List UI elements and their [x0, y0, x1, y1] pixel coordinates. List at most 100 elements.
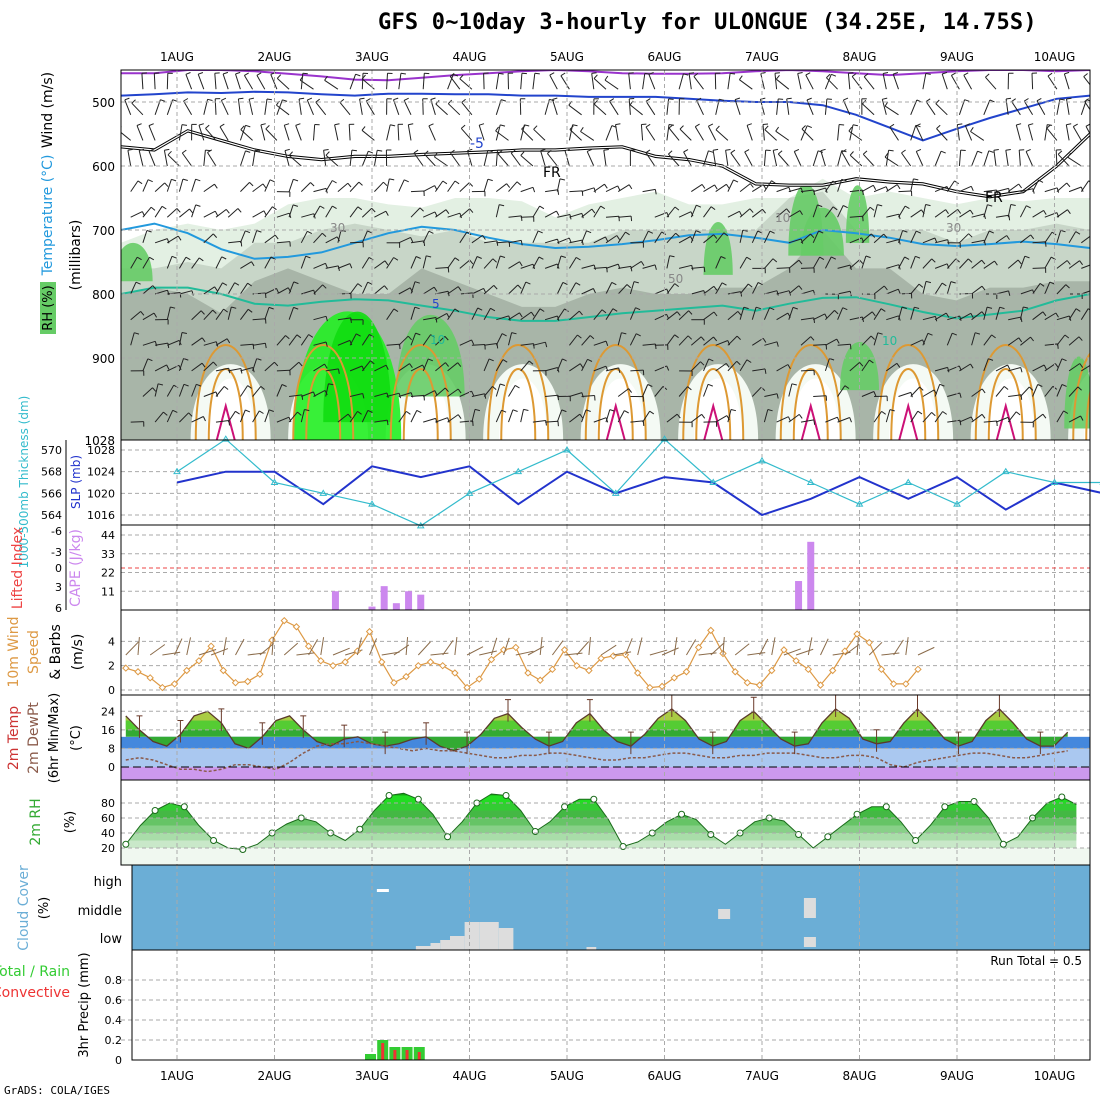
wind-speed-point	[451, 669, 459, 677]
wind-barb	[374, 260, 386, 269]
wind-barb-flag	[786, 208, 791, 214]
wind-barb	[668, 127, 680, 141]
wind-barb	[434, 180, 444, 192]
wind-barb	[715, 362, 727, 372]
wind-speed-point	[597, 654, 605, 663]
wind-barb	[252, 358, 258, 372]
wind-barb-flag	[471, 390, 475, 396]
wind-barb	[678, 211, 692, 218]
wind-barb	[349, 333, 357, 346]
wind-barb-flag	[730, 72, 736, 75]
wind-barb-flag	[171, 178, 177, 182]
wind-barb	[775, 130, 790, 141]
wind-barb	[971, 388, 983, 397]
wind-barb	[276, 384, 283, 397]
wind-barb-flag	[393, 97, 399, 101]
wind-barb	[215, 70, 216, 71]
wind-barb	[751, 386, 762, 397]
wind-barb	[264, 307, 270, 320]
wind-barb	[178, 178, 184, 192]
wind-barb	[1007, 337, 1020, 346]
wind-barb	[971, 239, 985, 244]
wind-barb	[873, 204, 878, 218]
wind-barb-flag	[1064, 334, 1070, 339]
temp-contour-orange	[890, 368, 927, 440]
wind-barb-flag	[1066, 182, 1071, 188]
wind-barb-flag	[794, 148, 800, 152]
wind-barb	[508, 284, 519, 295]
wind-barb	[496, 70, 497, 71]
wind-barb-flag	[674, 334, 679, 339]
wind-barb	[142, 312, 155, 321]
wind-barb-flag	[281, 384, 287, 387]
slp-tick-label: 1028	[87, 444, 115, 457]
wind-barb	[593, 309, 603, 321]
wind-barb-flag	[562, 358, 568, 362]
wind-barb	[788, 70, 789, 71]
wind-axis-title: Wind (m/s)	[40, 72, 56, 148]
wind-barb-flag	[605, 340, 609, 346]
wind-barb	[763, 230, 771, 244]
wind-barb-flag	[1005, 53, 1010, 54]
wind-barb	[1068, 260, 1080, 269]
wind-barb	[935, 70, 936, 71]
wind-barb-flag	[695, 230, 701, 233]
wind-barb	[922, 237, 936, 244]
wind-barb	[413, 152, 424, 167]
wind-barb-flag	[593, 74, 598, 79]
wind-barb	[495, 333, 503, 346]
rh-point	[853, 810, 861, 818]
wind-barb	[410, 332, 417, 346]
wind-barb-flag	[249, 182, 254, 187]
wind-barb	[288, 307, 294, 320]
wind-barb-flag	[767, 409, 773, 412]
date-label-bottom: 10AUG	[1034, 1069, 1076, 1083]
wind-barb	[179, 290, 193, 295]
thickness-line	[176, 438, 1100, 527]
wind-barb-flag	[744, 149, 750, 153]
wind-barb	[471, 344, 485, 346]
wind-barb-flag	[900, 54, 905, 55]
wind-barb	[703, 311, 715, 321]
wind-barb	[1072, 126, 1082, 141]
wind-barb	[710, 642, 725, 656]
wind-barb	[910, 283, 920, 295]
slp-tick-label: 1016	[87, 509, 115, 522]
wind-barb	[552, 99, 558, 115]
wind-barb-flag	[293, 306, 299, 310]
wind-barb-flag	[1018, 183, 1023, 189]
wind-speed-point	[646, 683, 654, 692]
wind-barb-flag	[1065, 284, 1070, 289]
wind-barb-flag	[897, 289, 901, 294]
wind-barb	[264, 409, 270, 423]
contour-label: -5	[470, 136, 484, 152]
wind-barb-flag	[308, 334, 314, 338]
wind-barb-flag	[600, 205, 606, 210]
wind-barb-flag	[925, 98, 931, 103]
wind-barb-flag	[849, 151, 854, 156]
wind-barb	[276, 416, 290, 423]
cape-bar	[331, 591, 339, 610]
wind-barb-flag	[902, 230, 908, 233]
wind-barb	[239, 125, 246, 141]
wind-barb	[593, 70, 595, 71]
li-tick-label: -6	[51, 525, 62, 538]
wind-barb	[690, 70, 692, 71]
wind-barb-flag	[539, 205, 545, 210]
wind-barb	[668, 153, 680, 167]
wind-barb-flag	[945, 312, 950, 318]
rh-point	[619, 843, 627, 850]
wind-barb	[691, 290, 704, 295]
wind-barb	[544, 263, 558, 269]
wind-barb	[532, 341, 546, 346]
wind-barb	[337, 182, 349, 192]
wind-barb	[361, 207, 373, 218]
rh-point	[882, 803, 890, 811]
wind-barb	[666, 206, 676, 218]
wind-barb	[130, 180, 139, 192]
wind-barb	[435, 290, 449, 295]
wind-barb-flag	[981, 259, 986, 265]
wind-barb-flag	[630, 216, 633, 222]
